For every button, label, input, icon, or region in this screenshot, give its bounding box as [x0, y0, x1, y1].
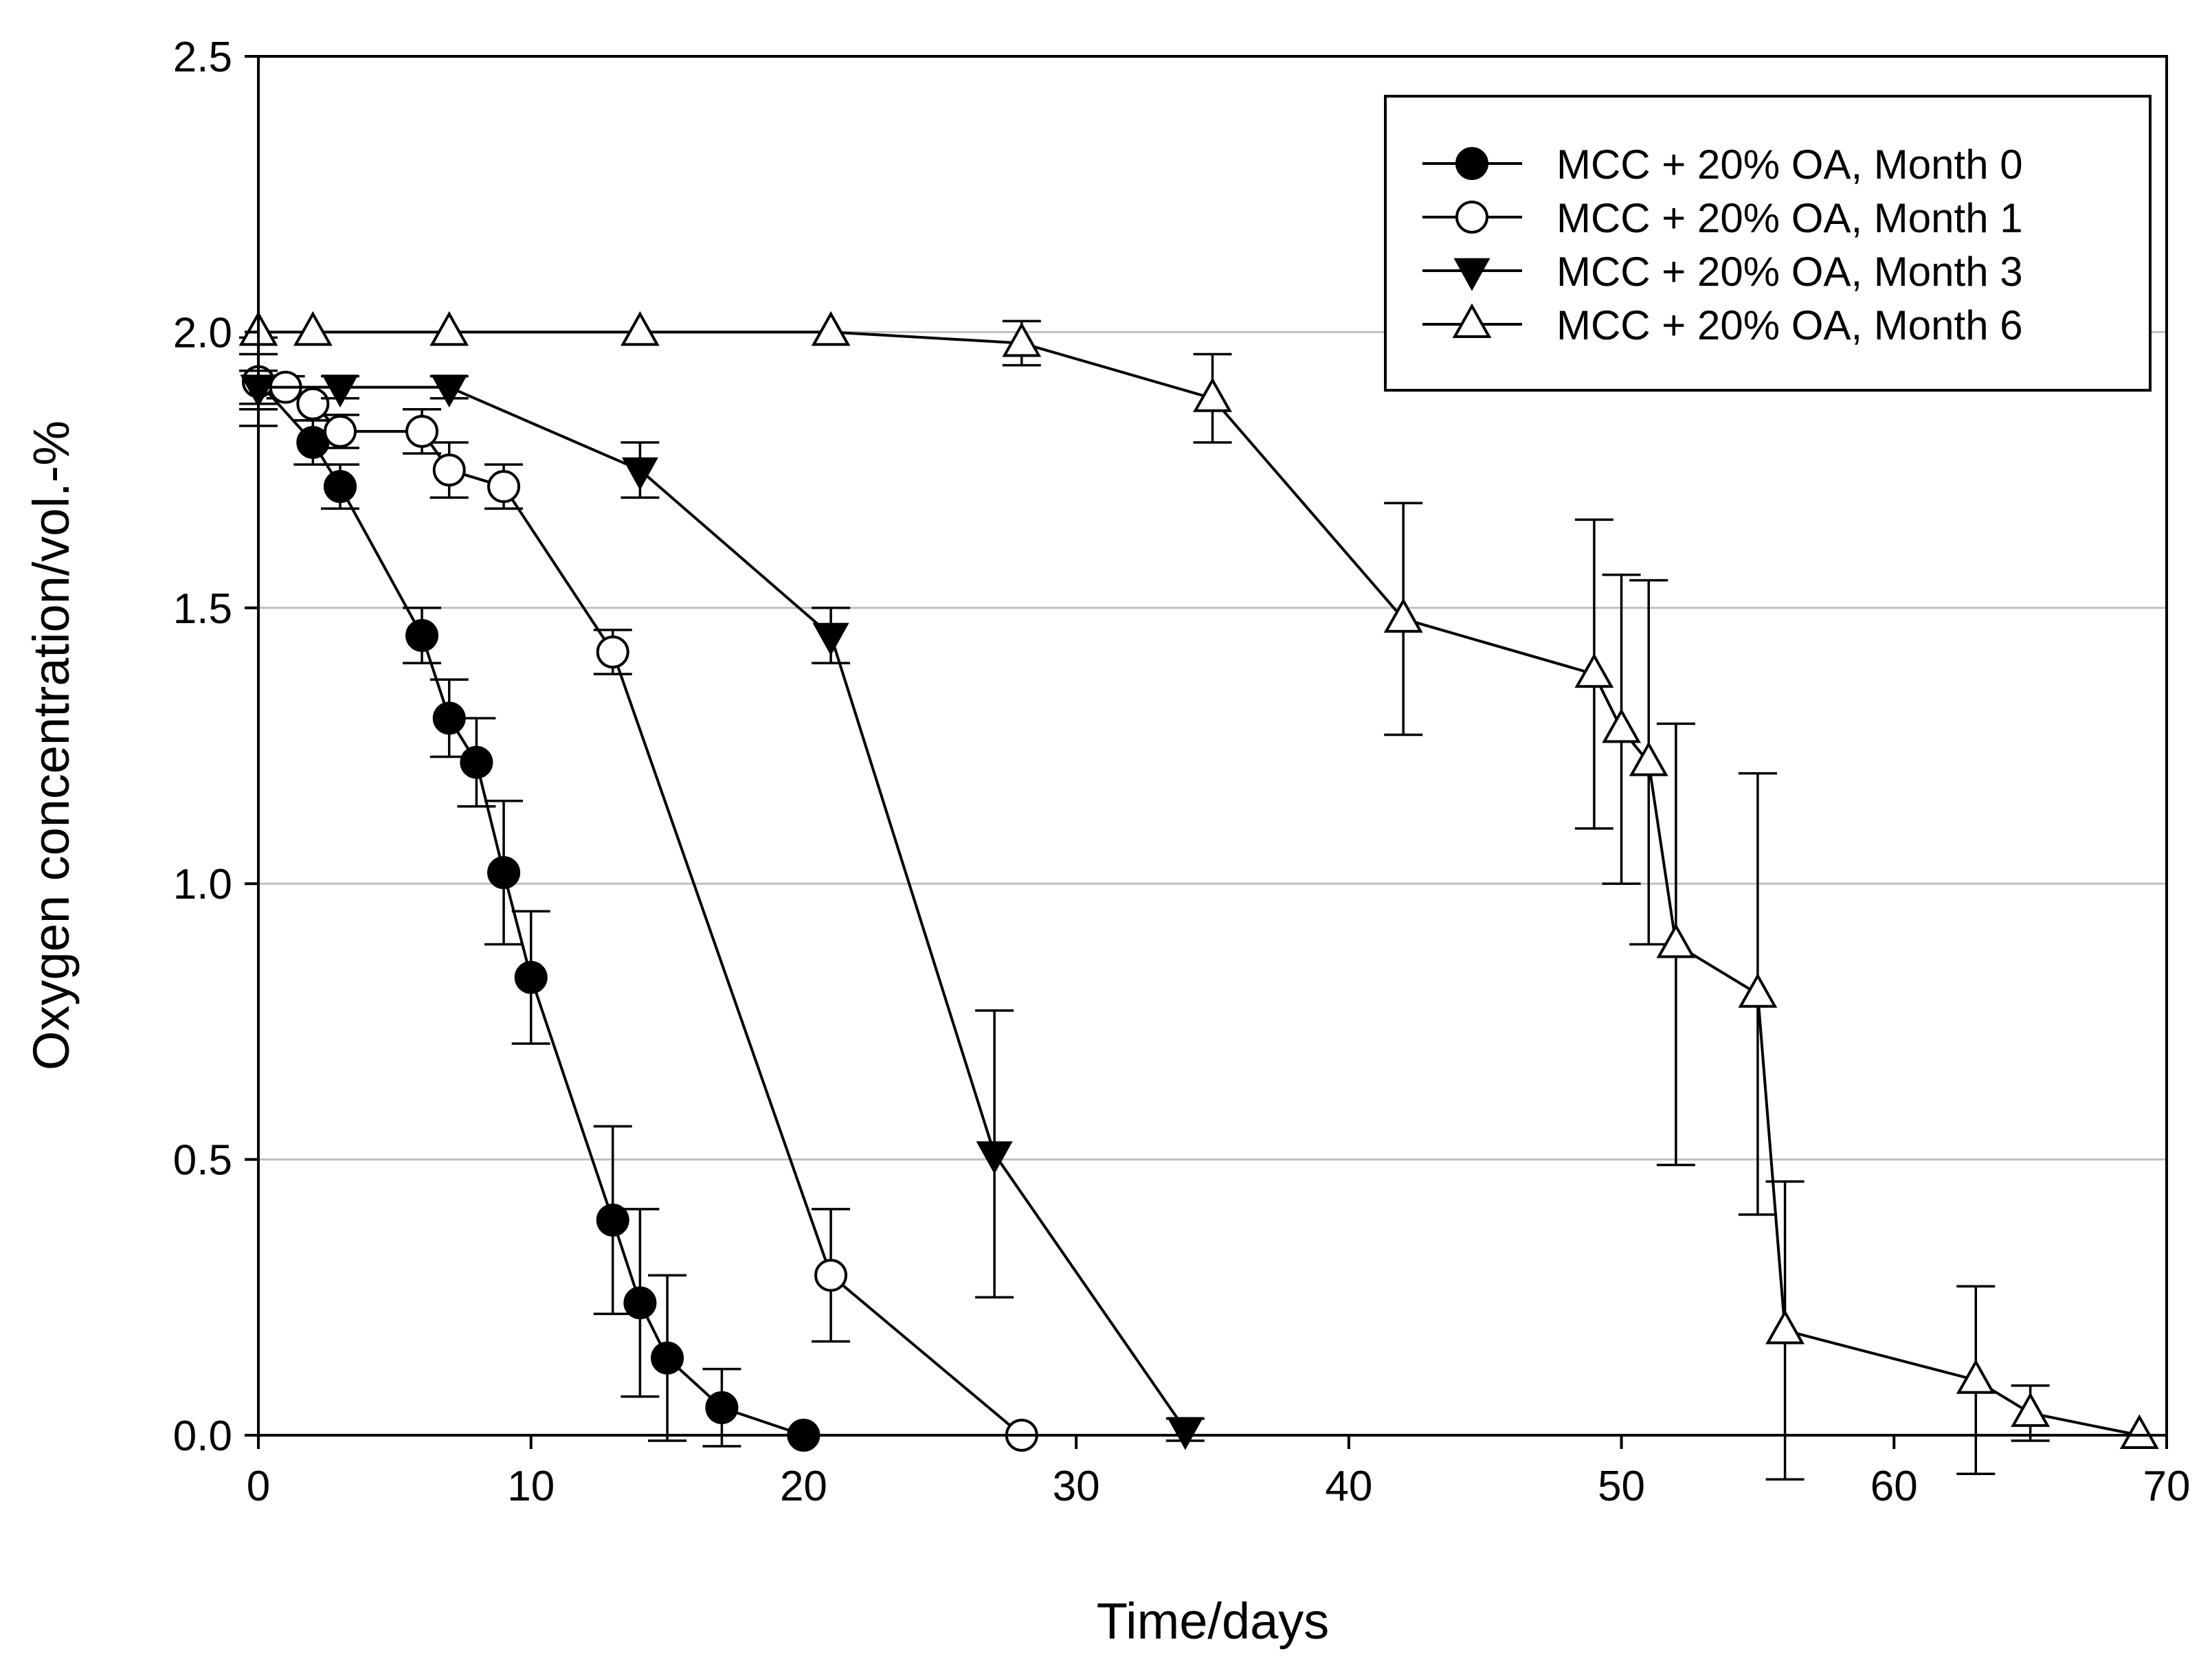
data-point-s3-p13 — [1765, 1309, 1805, 1345]
data-point-s2-p2 — [431, 374, 468, 408]
data-point-s0-p11 — [705, 1391, 739, 1424]
data-point-s0-p5 — [460, 745, 493, 779]
data-point-s2-p4 — [812, 622, 849, 656]
x-tick-label-1: 10 — [507, 1463, 555, 1510]
x-tick-label-0: 0 — [247, 1463, 270, 1510]
data-point-s0-p7 — [514, 960, 548, 994]
data-point-s3-p15 — [2011, 1392, 2051, 1427]
data-point-s3-p1 — [293, 311, 333, 346]
data-point-s3-p2 — [429, 311, 469, 346]
data-point-s0-p8 — [596, 1203, 629, 1237]
data-point-s0-p10 — [651, 1341, 684, 1375]
y-tick-label-2: 1.0 — [173, 861, 232, 908]
data-point-s3-p7 — [1383, 598, 1423, 633]
series-line-2 — [258, 385, 1187, 1431]
legend-marker-0 — [1455, 147, 1488, 180]
x-tick-label-6: 60 — [1870, 1463, 1918, 1510]
data-point-s3-p9 — [1602, 708, 1641, 743]
data-point-s0-p1 — [296, 425, 330, 459]
data-point-s2-p3 — [621, 457, 658, 491]
data-point-s1-p5 — [432, 453, 466, 487]
grid-layer — [258, 330, 2167, 1161]
x-axis-title: Time/days — [1097, 1593, 1330, 1650]
legend-marker-3 — [1452, 303, 1492, 338]
data-point-s1-p8 — [814, 1259, 848, 1292]
legend-label-3: MCC + 20% OA, Month 6 — [1556, 302, 2023, 348]
data-point-s1-p7 — [596, 636, 629, 669]
x-tick-label-5: 50 — [1598, 1463, 1645, 1510]
data-point-s3-p10 — [1629, 741, 1668, 776]
data-point-s0-p9 — [623, 1286, 657, 1320]
data-point-s3-p4 — [811, 311, 851, 346]
series-3 — [238, 311, 2159, 1481]
x-tick-label-4: 40 — [1325, 1463, 1372, 1510]
data-point-s0-p2 — [324, 470, 357, 504]
axes-layer: 0 10 20 30 40 50 60 70 0.0 0.5 1.0 1.5 2.0 2.5 — [173, 34, 2191, 1510]
data-point-s0-p6 — [487, 856, 521, 890]
legend-marker-2 — [1453, 258, 1490, 291]
y-tick-label-1: 0.5 — [173, 1137, 232, 1184]
plot-frame — [257, 55, 2168, 1437]
legend-box — [1384, 95, 2152, 392]
series-0 — [239, 352, 820, 1452]
data-point-s0-p3 — [405, 618, 439, 652]
series-1 — [239, 336, 1038, 1452]
series-layer — [238, 311, 2159, 1481]
data-point-s2-p5 — [976, 1141, 1013, 1175]
data-point-s1-p6 — [487, 470, 521, 504]
y-tick-label-0: 0.0 — [173, 1413, 232, 1460]
data-point-s3-p11 — [1656, 923, 1696, 958]
y-tick-label-5: 2.5 — [173, 34, 232, 81]
data-point-s3-p16 — [2119, 1414, 2159, 1449]
data-point-s3-p8 — [1574, 653, 1614, 688]
y-tick-label-3: 1.5 — [173, 585, 232, 633]
data-point-s3-p6 — [1193, 377, 1232, 412]
data-point-s0-p4 — [432, 701, 466, 735]
legend-label-0: MCC + 20% OA, Month 0 — [1556, 142, 2023, 188]
y-tick-label-4: 2.0 — [173, 309, 232, 357]
legend-label-2: MCC + 20% OA, Month 3 — [1556, 249, 2023, 295]
legend-label-1: MCC + 20% OA, Month 1 — [1556, 195, 2023, 241]
data-point-s2-p1 — [322, 374, 359, 408]
data-point-s3-p5 — [1002, 322, 1042, 357]
data-point-s1-p4 — [405, 414, 439, 448]
x-tick-label-2: 20 — [780, 1463, 827, 1510]
data-point-s3-p14 — [1956, 1359, 1996, 1394]
y-axis-title: Oxygen concentration/vol.-% — [23, 420, 80, 1070]
data-point-s1-p2 — [296, 387, 330, 420]
series-2 — [239, 369, 1205, 1450]
data-point-s1-p3 — [324, 414, 357, 448]
legend-marker-1 — [1455, 201, 1488, 234]
data-point-s3-p12 — [1738, 973, 1778, 1008]
legend: MCC + 20% OA, Month 0 MCC + 20% OA, Month… — [1384, 95, 2152, 392]
data-point-s2-p6 — [1167, 1417, 1204, 1450]
x-tick-label-7: 70 — [2143, 1463, 2191, 1510]
data-point-s3-p3 — [620, 311, 660, 346]
x-tick-label-3: 30 — [1053, 1463, 1100, 1510]
